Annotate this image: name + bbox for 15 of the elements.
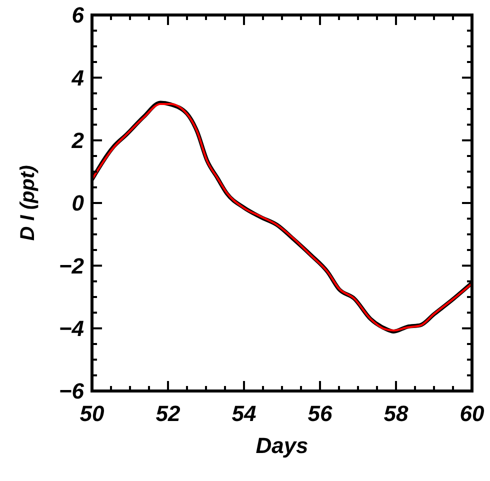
y-tick-label: 0 [72,190,85,216]
y-tick-label: 4 [70,65,84,90]
x-tick-label: 56 [308,401,333,426]
y-tick-label: 2 [70,128,85,154]
y-axis-title: D I (ppt) [17,164,39,241]
x-tick-label: 58 [384,401,409,426]
x-tick-label: 54 [232,401,256,426]
x-tick-label: 52 [156,401,181,426]
y-tick-label: −6 [58,378,85,404]
x-tick-label: 60 [460,401,485,426]
y-tick-label: −4 [58,316,84,342]
x-axis-title: Days [256,433,308,458]
y-tick-label: −2 [58,253,85,278]
x-tick-label: 50 [80,401,105,426]
y-tick-label: 6 [72,2,85,28]
